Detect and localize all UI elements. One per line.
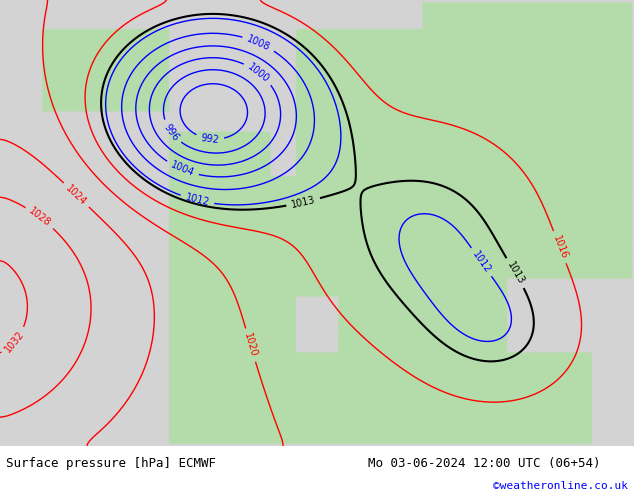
Text: 1020: 1020: [242, 332, 259, 358]
Text: 1013: 1013: [505, 260, 526, 286]
Text: 1016: 1016: [551, 234, 569, 260]
Text: 1032: 1032: [3, 329, 27, 354]
Text: 992: 992: [200, 133, 220, 145]
Text: 1013: 1013: [290, 195, 316, 210]
Text: ©weatheronline.co.uk: ©weatheronline.co.uk: [493, 481, 628, 490]
Text: Surface pressure [hPa] ECMWF: Surface pressure [hPa] ECMWF: [6, 457, 216, 470]
Text: 1012: 1012: [184, 193, 210, 208]
Text: 1004: 1004: [169, 160, 195, 179]
Text: 1028: 1028: [27, 206, 53, 229]
Text: 996: 996: [162, 122, 181, 143]
Text: 1012: 1012: [470, 249, 493, 275]
Text: 1008: 1008: [245, 33, 272, 52]
Text: 1024: 1024: [64, 183, 89, 207]
Text: Mo 03-06-2024 12:00 UTC (06+54): Mo 03-06-2024 12:00 UTC (06+54): [368, 457, 600, 470]
Text: 1000: 1000: [246, 61, 271, 84]
